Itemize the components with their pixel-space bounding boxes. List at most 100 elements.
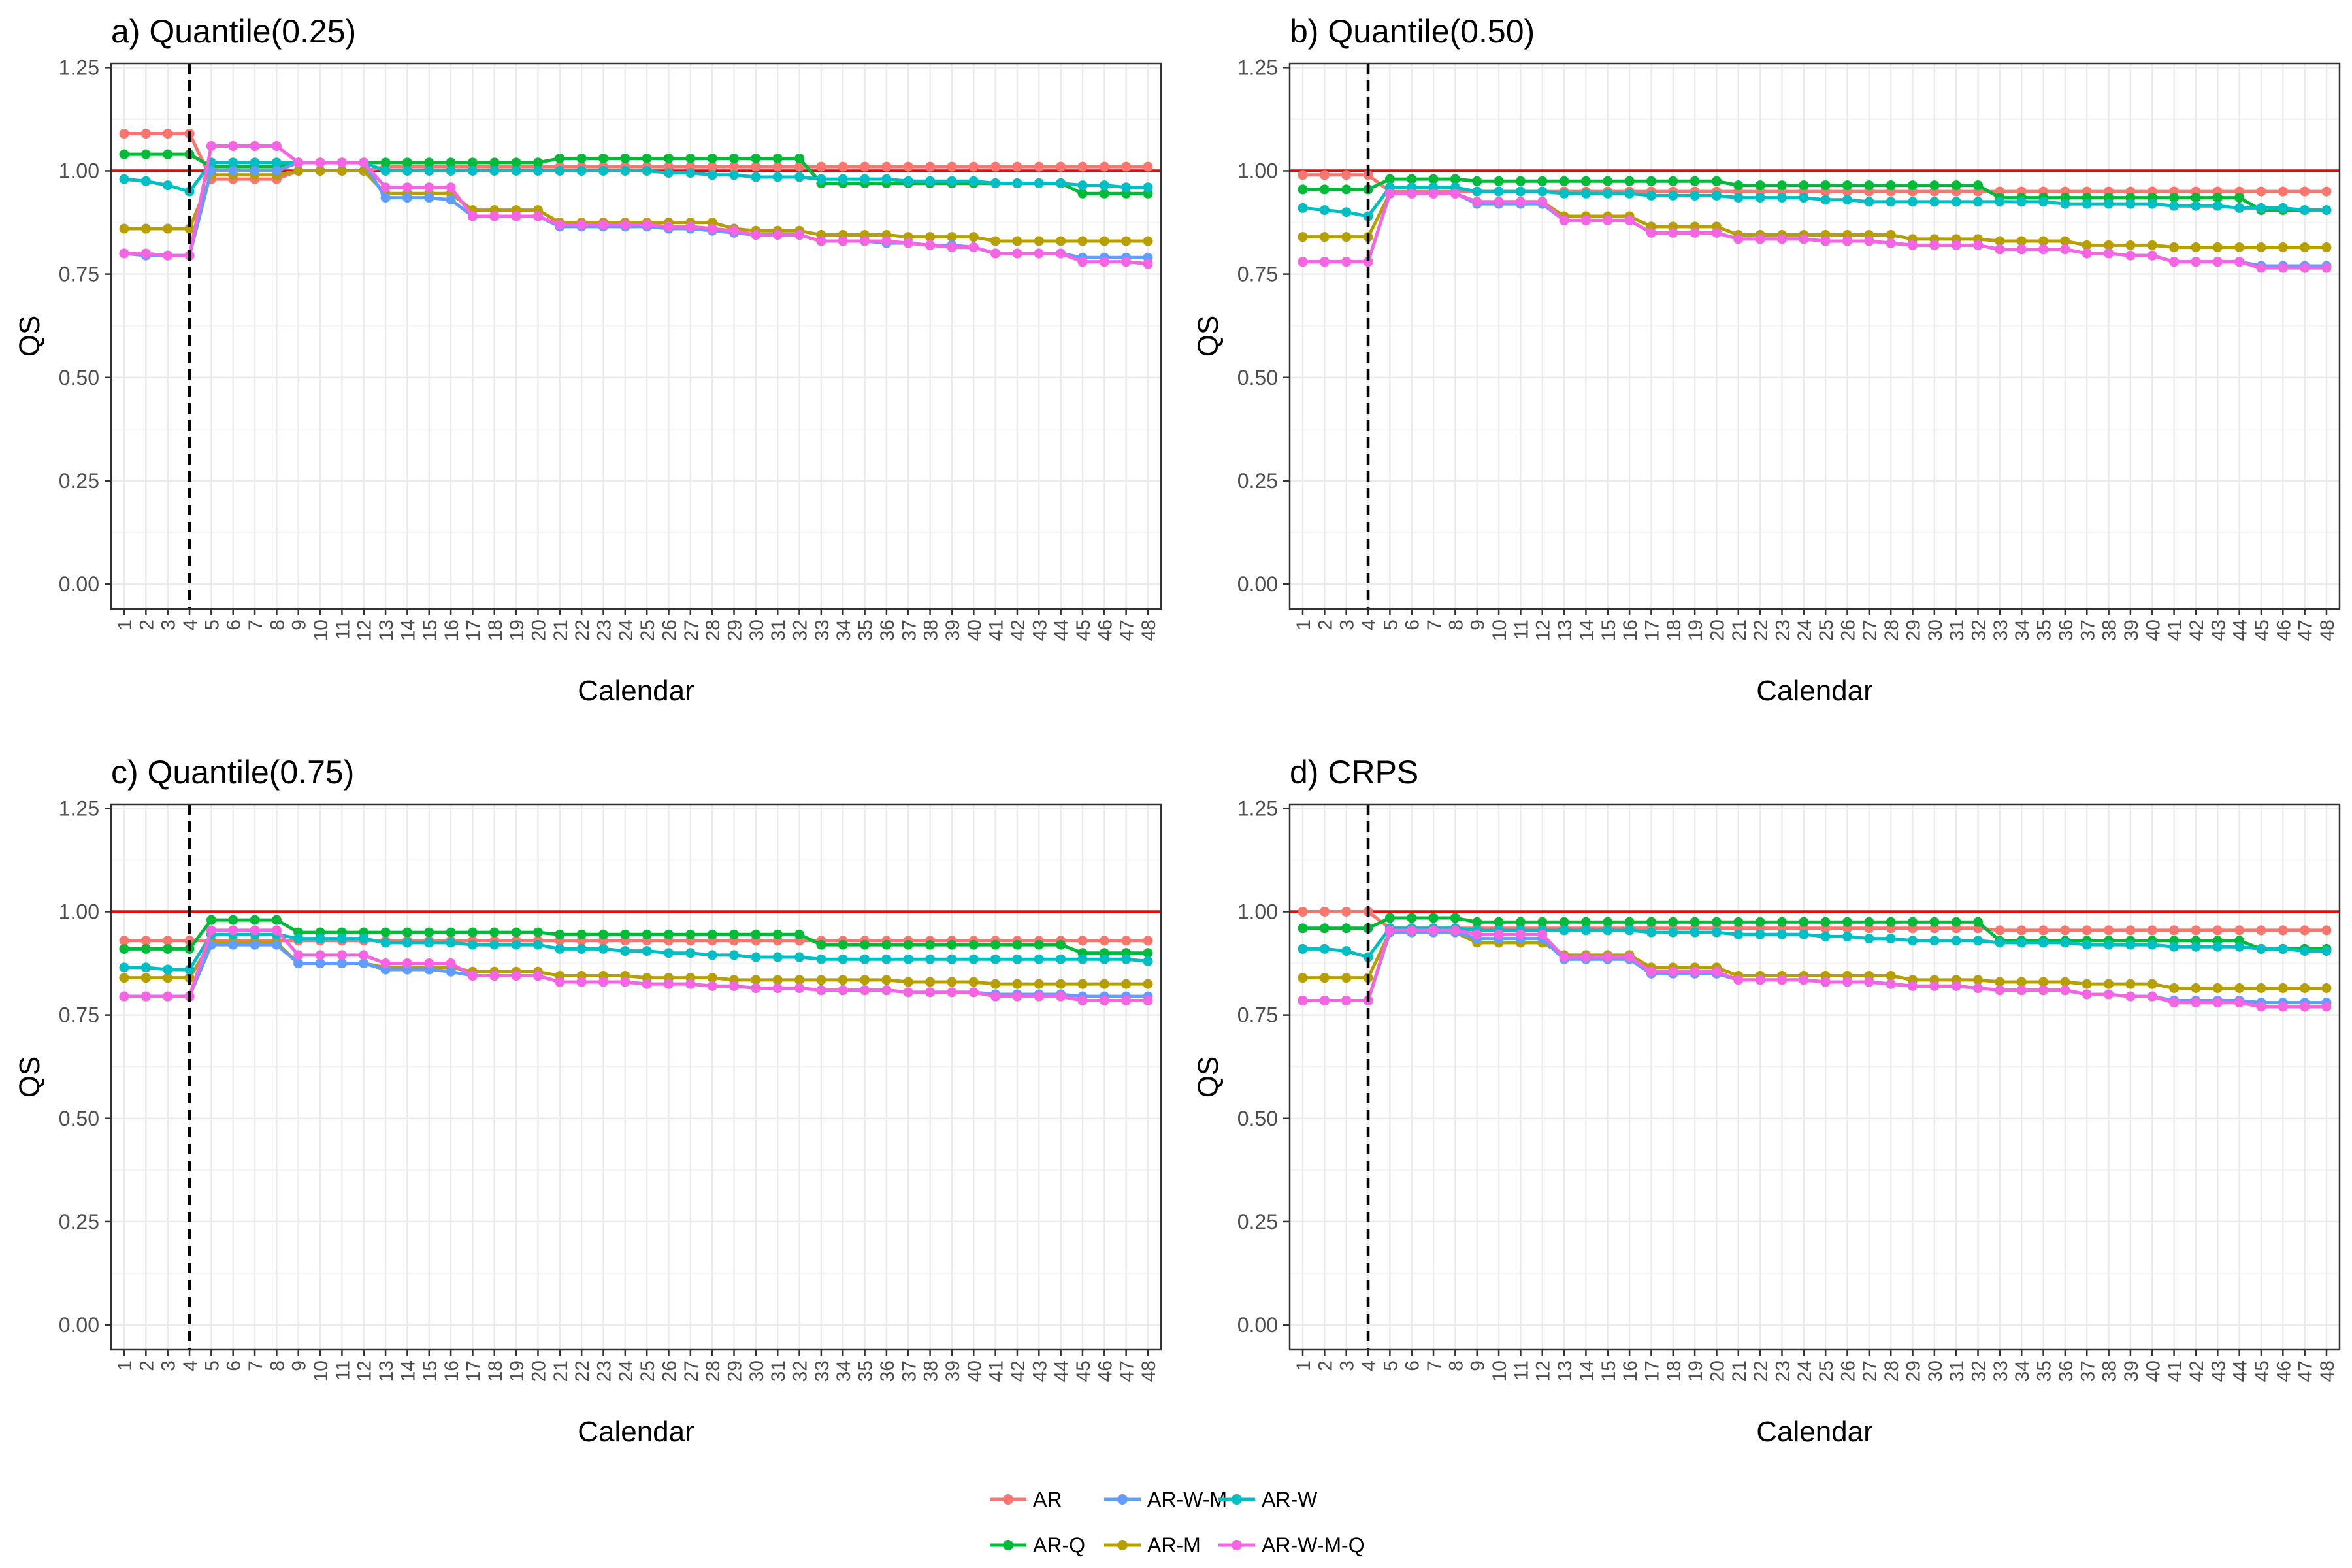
xtick-label: 15 [1598, 1360, 1620, 1382]
data-point [642, 220, 652, 230]
data-point [250, 915, 260, 925]
data-point [1624, 925, 1635, 936]
data-point [163, 223, 173, 234]
xtick-label: 4 [1358, 1360, 1380, 1371]
xtick-label: 24 [1794, 619, 1816, 641]
data-point [1472, 186, 1482, 197]
data-point [860, 954, 870, 964]
xtick-label: 40 [2142, 1360, 2164, 1382]
data-point [729, 950, 740, 960]
data-point [1077, 161, 1088, 172]
xtick-label: 27 [1859, 1360, 1881, 1382]
xtick-label: 42 [1007, 619, 1029, 641]
data-point [1341, 232, 1352, 242]
data-point [2321, 263, 2332, 273]
data-point [140, 248, 151, 259]
data-point [402, 157, 412, 168]
data-point [947, 977, 957, 987]
panel-title: d) CRPS [1290, 754, 1418, 791]
panel-border [1288, 62, 2341, 610]
data-point [1646, 917, 1656, 927]
data-point [1034, 236, 1044, 246]
xtick-label: 27 [681, 1360, 702, 1382]
data-point [380, 157, 391, 168]
data-point [2300, 946, 2310, 956]
xtick-label: 28 [702, 619, 724, 641]
data-point [1842, 236, 1853, 246]
data-point [794, 929, 805, 939]
data-point [532, 939, 543, 950]
data-point [925, 977, 936, 987]
xtick-label: 23 [1772, 1360, 1793, 1382]
xtick-label: 35 [855, 619, 877, 641]
data-point [1319, 170, 1330, 180]
ytick-label: 0.00 [1237, 1313, 1278, 1337]
xtick-label: 13 [376, 1360, 397, 1382]
xtick-label: 11 [1511, 619, 1532, 640]
xtick-label: 44 [1051, 1360, 1073, 1382]
data-point [2321, 205, 2332, 216]
xtick-label: 4 [180, 619, 201, 630]
xtick-label: 14 [397, 619, 419, 641]
legend-item-AR-W: AR-W [1218, 1488, 1318, 1511]
data-point [838, 975, 848, 985]
data-point [2038, 925, 2049, 936]
data-point [1472, 176, 1482, 186]
data-point [1319, 923, 1330, 934]
data-point [1428, 925, 1439, 936]
xtick-label: 39 [942, 1360, 964, 1382]
data-point [511, 971, 521, 981]
data-point [336, 157, 347, 168]
data-point [794, 952, 805, 962]
data-point [1056, 979, 1066, 989]
data-point [751, 952, 761, 962]
data-point [2125, 925, 2136, 936]
data-point [2169, 193, 2180, 203]
data-point [1668, 190, 1678, 201]
data-point [2082, 925, 2092, 936]
data-point [1077, 236, 1088, 246]
data-point [1908, 197, 1918, 207]
data-point [119, 129, 129, 139]
data-point [1995, 925, 2005, 936]
data-point [2082, 939, 2092, 950]
data-point [467, 157, 478, 168]
data-point [1099, 257, 1109, 267]
data-point [1929, 197, 1940, 207]
data-point [511, 939, 521, 950]
data-point [1908, 981, 1918, 991]
xtick-label: 19 [1685, 619, 1707, 641]
data-point [336, 165, 347, 176]
data-point [576, 929, 587, 939]
xtick-label: 34 [2012, 619, 2033, 641]
panel-title: a) Quantile(0.25) [111, 13, 356, 50]
xtick-label: 45 [1073, 619, 1094, 641]
xtick-label: 38 [921, 619, 942, 641]
data-point [2147, 250, 2157, 261]
data-point [1646, 927, 1656, 938]
ytick-label: 1.25 [59, 796, 99, 820]
data-point [576, 153, 587, 163]
data-point [1298, 184, 1308, 195]
ytick-label: 0.25 [59, 469, 99, 493]
xtick-label: 37 [898, 619, 920, 641]
data-point [1056, 178, 1066, 188]
data-point [2256, 925, 2266, 936]
data-point [140, 962, 151, 973]
data-point [1319, 973, 1330, 983]
xtick-label: 41 [2164, 619, 2186, 641]
xtick-label: 23 [1772, 619, 1793, 641]
data-point [990, 161, 1001, 172]
data-point [1099, 236, 1109, 246]
data-point [1515, 186, 1526, 197]
xtick-label: 44 [2230, 619, 2251, 641]
xtick-label: 38 [2099, 1360, 2121, 1382]
data-point [1428, 174, 1439, 184]
data-point [1143, 948, 1153, 958]
ytick-label: 0.25 [1237, 1210, 1278, 1233]
data-point [2169, 941, 2180, 952]
data-point [1077, 188, 1088, 199]
data-point [271, 157, 282, 168]
data-point [968, 232, 979, 242]
data-point [2125, 240, 2136, 250]
